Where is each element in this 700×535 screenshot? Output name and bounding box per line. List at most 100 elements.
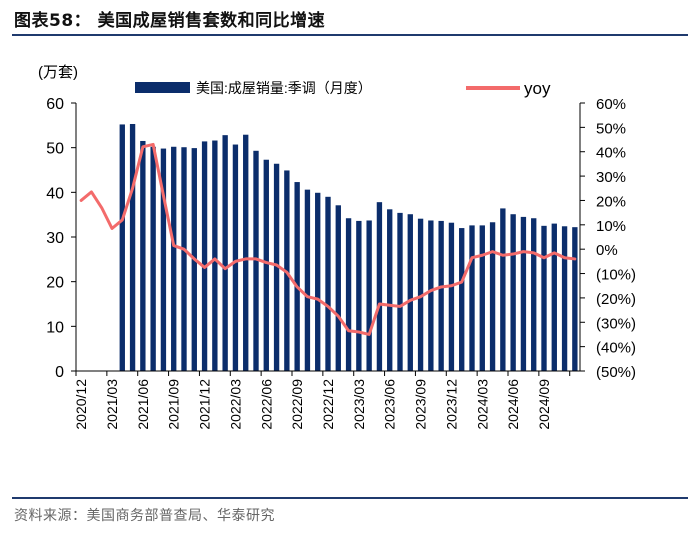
- bar: [366, 220, 372, 371]
- bar: [520, 216, 527, 371]
- top-rule: [12, 34, 688, 36]
- x-tick-label: 2022/09: [289, 379, 305, 430]
- yoy-point: [193, 258, 196, 260]
- bar: [551, 223, 557, 371]
- bar: [387, 209, 393, 371]
- bar: [407, 214, 413, 371]
- bar: [531, 218, 537, 371]
- bar: [201, 141, 208, 371]
- yoy-point: [481, 254, 484, 257]
- x-tick-label: 2023/03: [351, 379, 367, 430]
- right-tick-label: 0%: [596, 242, 618, 259]
- yoy-point: [399, 305, 401, 308]
- bar: [253, 150, 259, 371]
- yoy-point: [142, 146, 144, 148]
- bar: [304, 189, 311, 371]
- yoy-point: [512, 253, 514, 255]
- legend: 美国:成屋销量:季调（月度） yoy: [135, 79, 551, 98]
- yoy-point: [327, 305, 329, 308]
- yoy-point: [152, 143, 154, 146]
- left-tick-label: 0: [55, 364, 64, 381]
- yoy-point: [90, 191, 93, 193]
- yoy-point: [532, 252, 535, 254]
- bar: [335, 205, 341, 371]
- yoy-point: [563, 256, 566, 259]
- bar: [171, 146, 177, 371]
- yoy-point: [172, 244, 175, 247]
- x-tick-label: 2023/09: [413, 379, 429, 430]
- yoy-point: [255, 258, 257, 260]
- yoy-point: [347, 330, 350, 332]
- yoy-point: [111, 227, 113, 230]
- yoy-point: [316, 298, 319, 300]
- yoy-point: [522, 250, 525, 253]
- bar: [469, 225, 475, 371]
- yoy-point: [574, 258, 576, 260]
- right-tick-label: (20%): [596, 291, 636, 308]
- bar: [294, 182, 300, 371]
- x-tick-label: 2023/06: [382, 379, 398, 430]
- yoy-point: [440, 286, 442, 288]
- yoy-point: [296, 286, 298, 288]
- yoy-point: [450, 284, 453, 287]
- right-tick-label: (40%): [596, 340, 636, 357]
- x-tick-label: 2022/03: [227, 379, 243, 430]
- yoy-point: [131, 187, 134, 190]
- yoy-point: [460, 281, 463, 283]
- left-tick-label: 40: [46, 185, 64, 202]
- left-tick-label: 50: [46, 141, 64, 158]
- legend-line-label: yoy: [524, 79, 551, 98]
- left-tick-label: 30: [46, 230, 64, 247]
- bar: [129, 123, 136, 372]
- x-tick-label: 2021/06: [135, 379, 151, 430]
- yoy-point: [419, 295, 422, 298]
- yoy-point: [337, 315, 340, 317]
- x-tick-label: 2022/12: [320, 379, 336, 430]
- bar: [160, 148, 167, 371]
- yoy-point: [100, 206, 103, 209]
- bar: [315, 192, 321, 371]
- yoy-point: [306, 295, 309, 298]
- bar: [489, 222, 496, 371]
- legend-bar-swatch: [135, 82, 190, 93]
- x-tick-label: 2021/03: [104, 379, 120, 430]
- bar: [376, 202, 383, 371]
- yoy-point: [265, 261, 268, 264]
- x-tick-label: 2021/09: [166, 379, 182, 430]
- right-tick-label: (30%): [596, 315, 636, 332]
- bar: [212, 140, 218, 371]
- left-tick-label: 60: [46, 96, 64, 113]
- bar: [140, 140, 146, 371]
- bottom-rule: [12, 497, 688, 499]
- bar: [448, 222, 455, 371]
- yoy-point: [214, 258, 216, 260]
- bar: [181, 147, 187, 371]
- source-note: 资料来源：美国商务部普查局、华泰研究: [14, 508, 275, 524]
- yoy-point: [162, 194, 165, 197]
- bar: [243, 134, 249, 371]
- yoy-point: [121, 219, 124, 221]
- right-tick-label: (10%): [596, 267, 636, 284]
- yoy-point: [553, 252, 556, 254]
- yoy-point: [224, 267, 226, 270]
- x-tick-label: 2022/06: [258, 379, 274, 430]
- x-tick-label: 2020/12: [73, 379, 89, 430]
- bar: [222, 135, 228, 371]
- bar: [500, 208, 506, 371]
- right-tick-label: 20%: [596, 193, 626, 210]
- bar: [572, 227, 578, 371]
- left-tick-label: 20: [46, 275, 64, 292]
- yoy-point: [471, 256, 473, 259]
- axes: 0 10 20 30 40 50 60 (50%) (40%) (30%) (20%) (10%) 0%…: [46, 96, 636, 430]
- yoy-point: [430, 289, 432, 292]
- bar: [510, 214, 516, 371]
- yoy-point: [491, 250, 494, 253]
- figure-title: 图表58： 美国成屋销售套数和同比增速: [14, 11, 326, 31]
- right-tick-label: 30%: [596, 169, 626, 186]
- bar-series: [119, 123, 578, 372]
- yoy-point: [502, 254, 504, 257]
- bar: [263, 159, 269, 371]
- bar: [150, 146, 156, 371]
- bar: [325, 196, 331, 371]
- right-tick-label: 50%: [596, 120, 626, 137]
